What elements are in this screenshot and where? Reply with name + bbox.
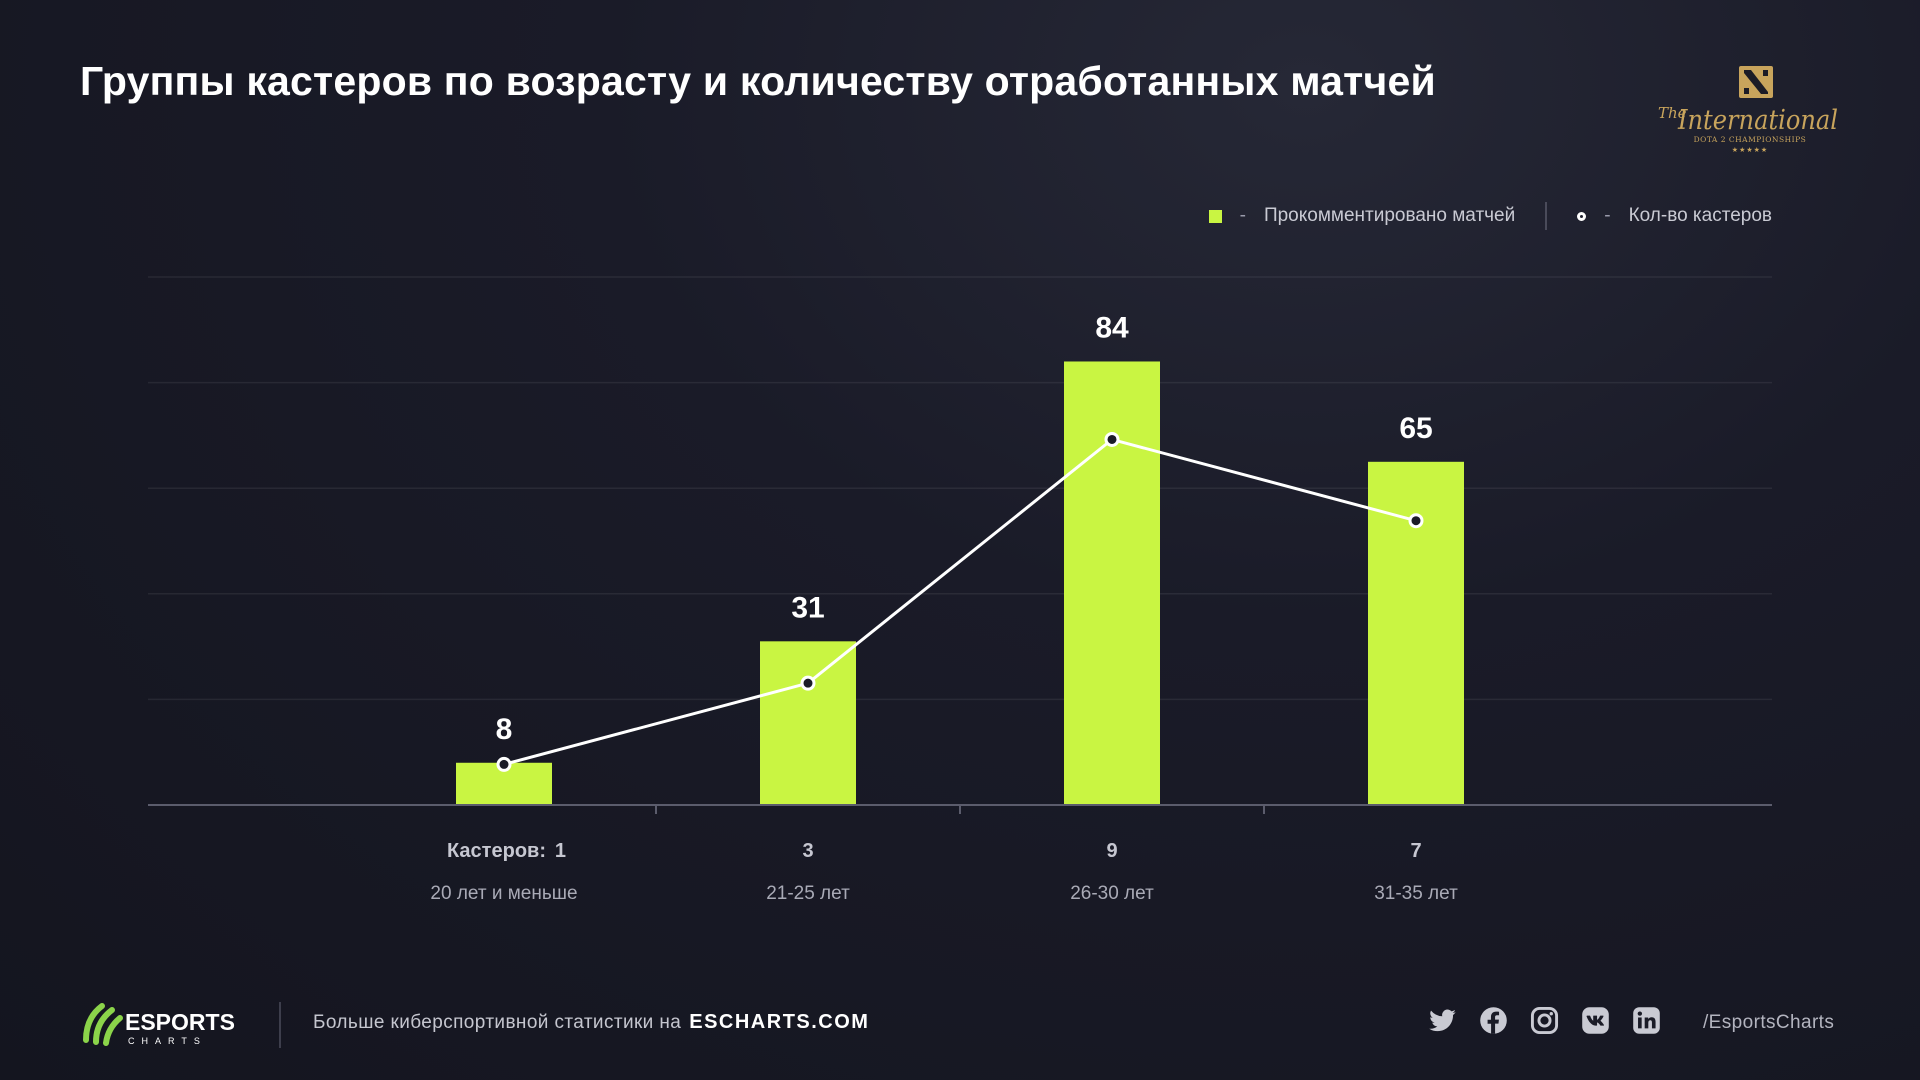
esports-charts-logo: ESPORTS CHARTS (80, 1000, 250, 1050)
logo-stars: ★★★★★ (1732, 146, 1768, 154)
legend-bar-swatch (1208, 209, 1222, 223)
category-label: 21-25 лет (766, 883, 850, 904)
footer-promo-text: Больше киберспортивной статистики на (313, 1012, 682, 1033)
legend-dash: - (1239, 205, 1246, 226)
bar-value-label: 84 (1095, 311, 1129, 344)
social-handle[interactable]: /EsportsCharts (1703, 1012, 1835, 1033)
legend-line-swatch (1577, 211, 1587, 221)
legend-label-bar: Прокомментировано матчей (1263, 205, 1516, 226)
bar-value-label: 8 (496, 713, 513, 746)
logo-script-top: The (1658, 104, 1687, 122)
vk-icon[interactable] (1581, 1006, 1610, 1035)
caster-count-point (1104, 431, 1120, 447)
the-international-logo: The International DOTA 2 CHAMPIONSHIPS ★… (1648, 58, 1848, 158)
social-links (1428, 1006, 1661, 1035)
caster-count-point (1408, 513, 1424, 529)
logo-subtitle: DOTA 2 CHAMPIONSHIPS (1694, 135, 1807, 144)
bar-value-label: 65 (1399, 412, 1432, 445)
caster-count-label: 1 (555, 840, 566, 862)
caster-count-label: 9 (1106, 840, 1117, 862)
legend-separator (1545, 202, 1548, 230)
page-title: Группы кастеров по возрасту и количеству… (80, 58, 1436, 104)
caster-count-label: 3 (802, 840, 813, 862)
twitter-icon[interactable] (1428, 1006, 1457, 1035)
category-label: 26-30 лет (1070, 883, 1154, 904)
footer-site-link[interactable]: ESCHARTS.COM (689, 1011, 870, 1033)
logo-script-main: International (1677, 105, 1838, 136)
bar-line-chart: 8 31 84 65 1 3 9 7 Кастеров: 20 лет и меньше 21-25… (148, 311, 1772, 904)
bar (1064, 361, 1160, 805)
linkedin-icon[interactable] (1632, 1006, 1661, 1035)
footer-divider (279, 1002, 281, 1048)
caster-count-point (800, 675, 816, 691)
logo-word: ESPORTS (125, 1009, 235, 1035)
caster-count-label: 7 (1410, 840, 1421, 862)
caster-count-point (496, 756, 512, 772)
legend-dash: - (1604, 205, 1611, 226)
esports-charts-logo-graphic: ESPORTS CHARTS (83, 1003, 235, 1046)
bar-value-label: 31 (791, 591, 824, 624)
category-label: 31-35 лет (1374, 883, 1458, 904)
chart-legend: - Прокомментировано матчей - Кол-во каст… (1208, 202, 1772, 230)
facebook-icon[interactable] (1479, 1006, 1508, 1035)
logo-sub: CHARTS (128, 1036, 207, 1046)
instagram-icon[interactable] (1530, 1006, 1559, 1035)
category-label: 20 лет и меньше (430, 883, 577, 904)
caster-count-prefix: Кастеров: (447, 840, 546, 862)
footer-promo: Больше киберспортивной статистики на ESCH… (313, 1011, 869, 1034)
bar (760, 641, 856, 805)
the-international-logo-graphic: The International DOTA 2 CHAMPIONSHIPS ★… (1658, 66, 1838, 154)
caster-count-line (503, 437, 1417, 766)
legend-label-line: Кол-во кастеров (1628, 205, 1772, 226)
